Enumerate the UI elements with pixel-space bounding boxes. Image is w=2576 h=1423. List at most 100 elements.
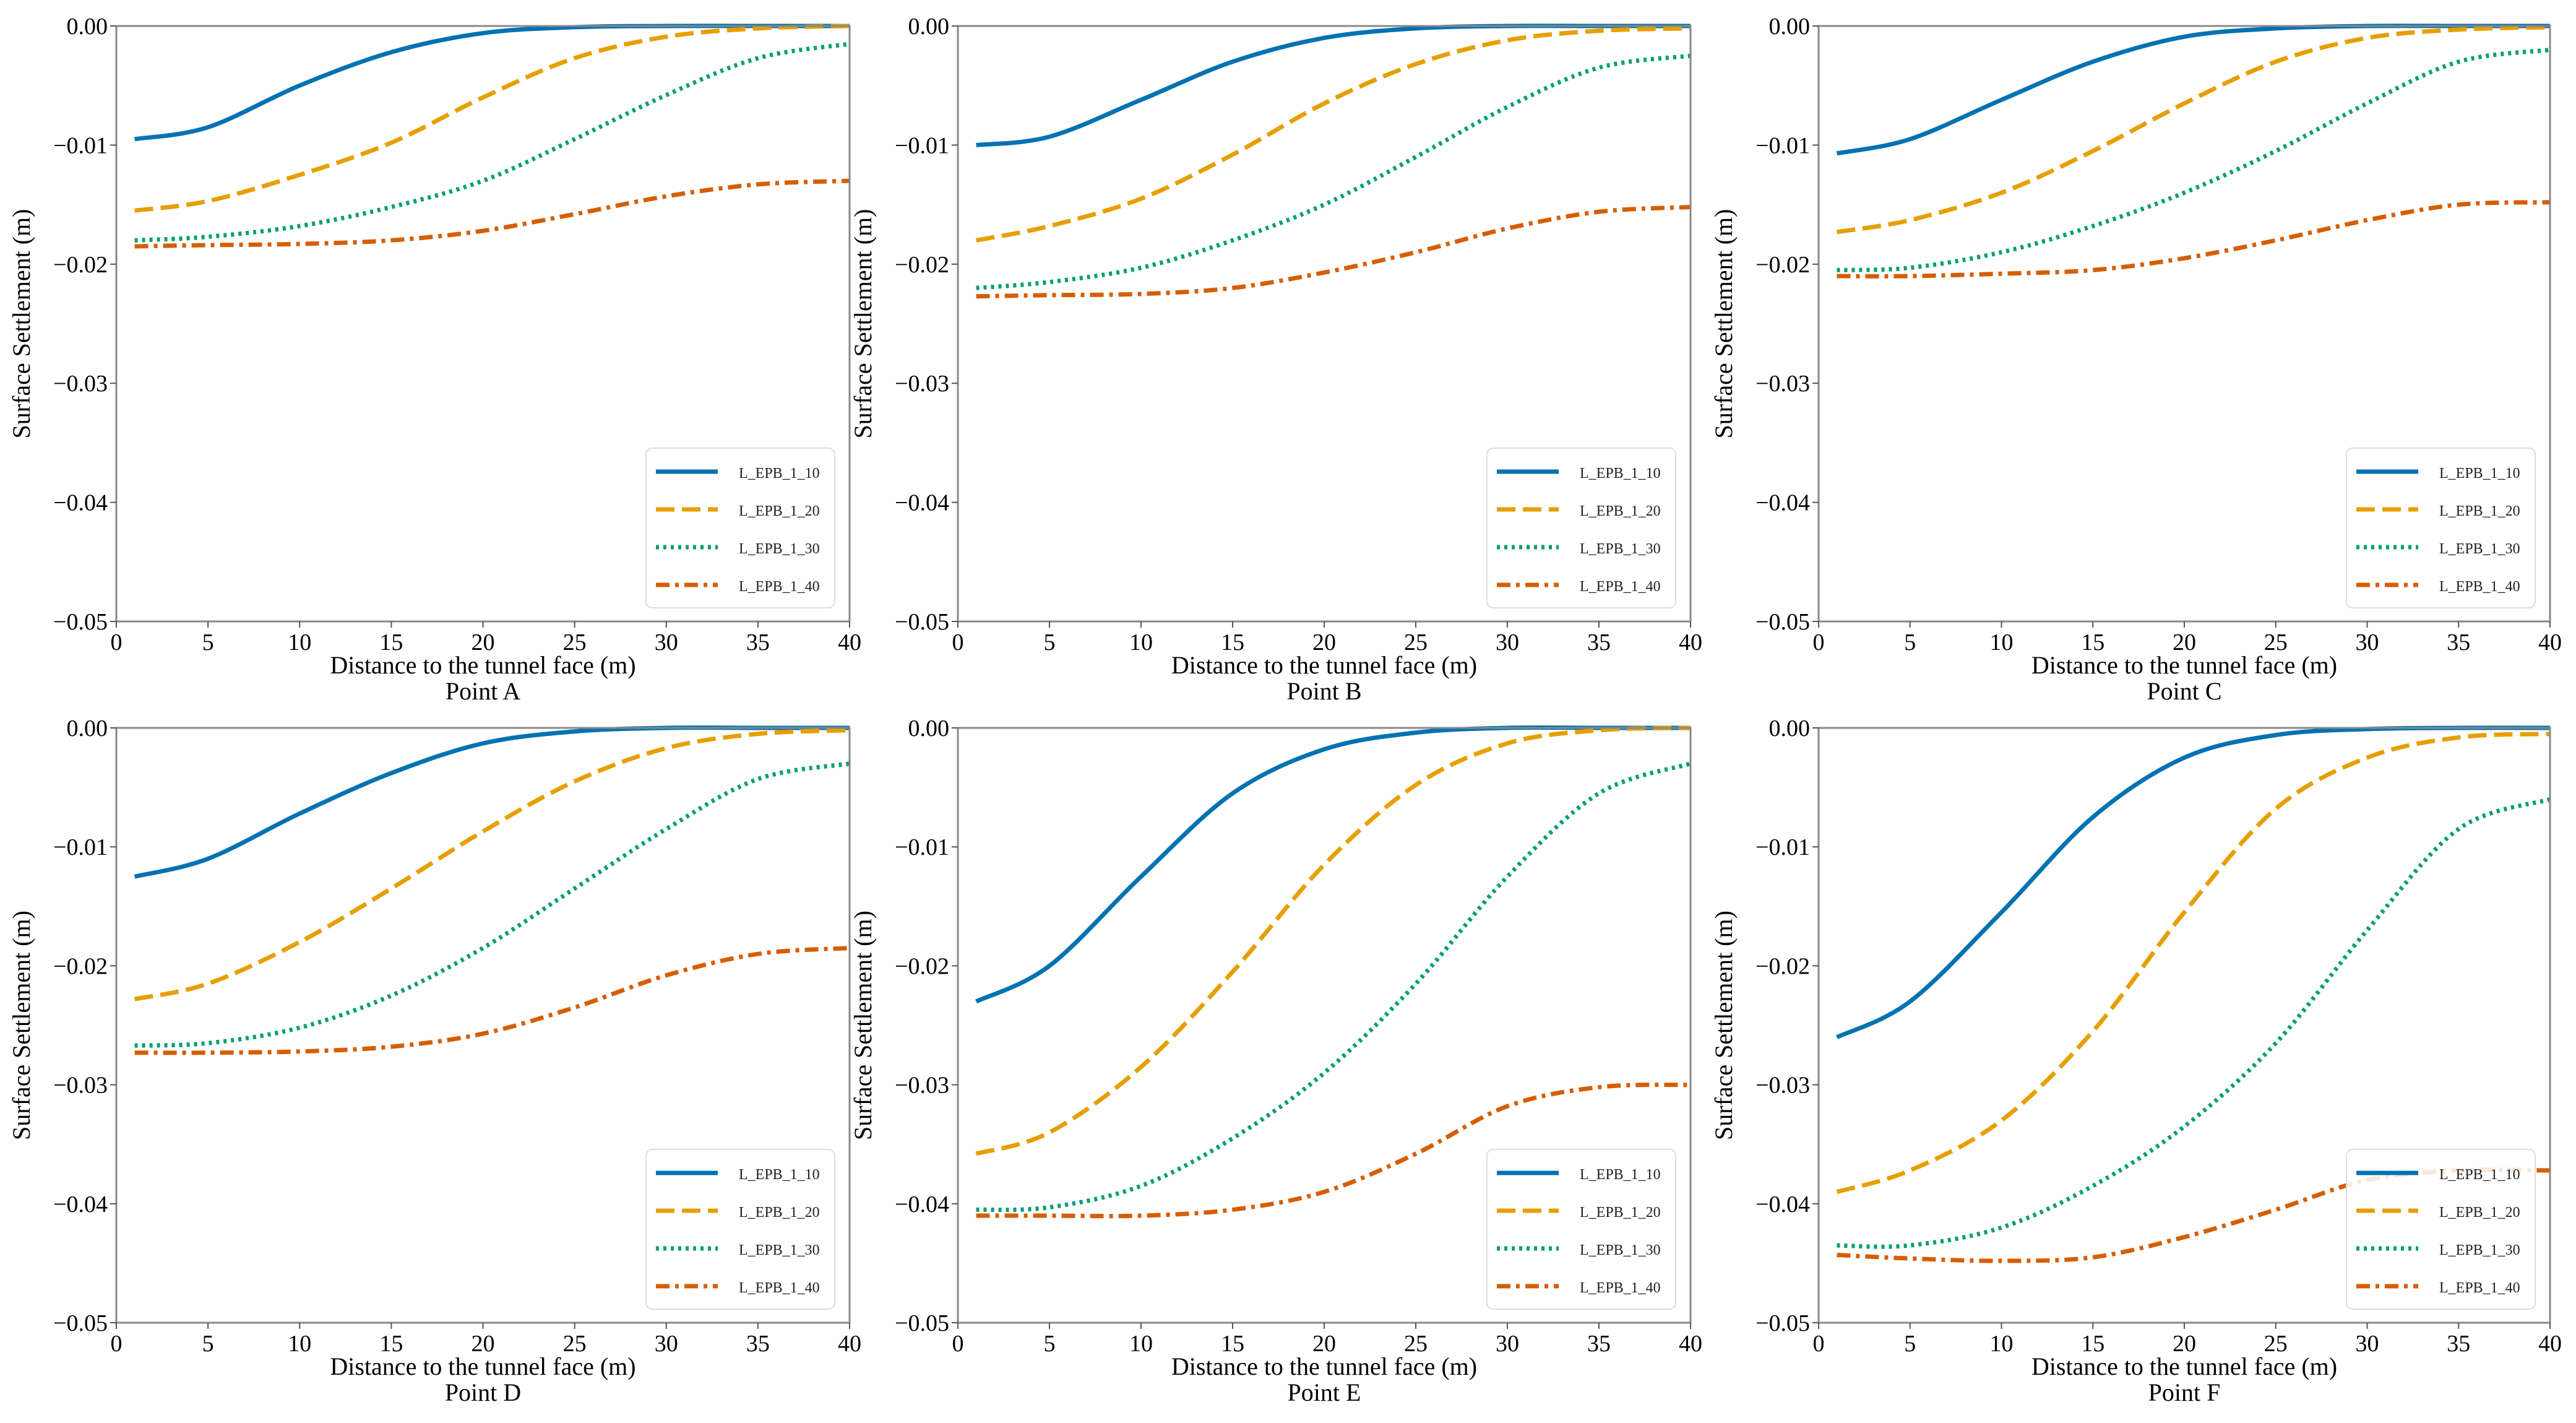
legend-label: L_EPB_1_40 [739, 579, 820, 595]
legend-box [645, 1149, 835, 1310]
series-line-l-epb-1-10 [976, 24, 1691, 147]
x-tick-label: 20 [1312, 629, 1336, 655]
x-tick-label: 40 [2538, 629, 2562, 655]
legend: L_EPB_1_10 L_EPB_1_20 L_EPB_1_30 L_EPB_1_40 [2346, 1149, 2536, 1310]
x-tick-label: 15 [379, 629, 403, 655]
series-line-l-epb-1-30 [134, 41, 850, 243]
x-tick-label: 10 [1129, 1331, 1153, 1357]
x-tick-label: 20 [472, 1331, 495, 1357]
y-tick-label: −0.04 [895, 1192, 949, 1218]
series-line-l-epb-1-30 [134, 761, 850, 1048]
x-tick-label: 35 [1587, 629, 1611, 655]
y-tick-label: −0.04 [53, 490, 108, 516]
legend-label: L_EPB_1_10 [2439, 465, 2520, 482]
x-tick-label: 5 [1044, 629, 1056, 655]
series-line-l-epb-1-20 [134, 24, 850, 213]
legend-box [2346, 448, 2536, 608]
x-tick-label: 10 [1990, 1331, 2014, 1357]
x-tick-label: 5 [202, 1331, 214, 1357]
series-line-l-epb-1-20 [975, 725, 1691, 1156]
x-tick-label: 30 [2356, 1331, 2379, 1357]
legend-label: L_EPB_1_10 [739, 465, 820, 482]
y-tick-label: 0.00 [67, 14, 108, 40]
legend-label: L_EPB_1_30 [739, 541, 820, 557]
x-tick-label: 20 [472, 629, 495, 655]
y-tick-label: −0.01 [1755, 834, 1810, 860]
x-tick-label: 10 [288, 1331, 311, 1357]
y-tick-label: 0.00 [908, 716, 950, 742]
series-line-l-epb-1-30 [976, 761, 1692, 1213]
y-axis-label: Surface Settlement (m) [7, 209, 35, 439]
legend: L_EPB_1_10 L_EPB_1_20 L_EPB_1_30 L_EPB_1_40 [2346, 448, 2536, 608]
x-tick-label: 40 [2538, 1331, 2562, 1357]
panel-title: Point F [2148, 1378, 2221, 1406]
series-line-l-epb-1-40 [134, 946, 850, 1055]
chart-panel-point-c: 0 5 10 15 20 25 30 35 40 0.00 −0.01 −0.02 −0.03 −0.04… [1710, 14, 2562, 705]
x-axis-label: Distance to the tunnel face (m) [1171, 651, 1477, 679]
x-tick-label: 0 [111, 629, 123, 655]
legend-box [645, 448, 835, 608]
series-line-l-epb-1-10 [134, 725, 850, 879]
y-tick-label: −0.01 [53, 132, 108, 158]
x-tick-label: 30 [655, 1331, 678, 1357]
panel-title: Point D [445, 1378, 521, 1406]
y-tick-label: −0.01 [895, 834, 949, 860]
y-tick-label: −0.05 [895, 1310, 949, 1336]
x-tick-label: 35 [2447, 629, 2470, 655]
y-tick-label: −0.02 [1755, 252, 1810, 278]
y-tick-label: −0.03 [1755, 1073, 1810, 1099]
legend-box [1486, 1149, 1676, 1310]
legend-label: L_EPB_1_10 [2439, 1167, 2520, 1183]
chart-panel-point-a: 0 5 10 15 20 25 30 35 40 0.00 −0.01 −0.02 −0.03 −0.04… [7, 14, 861, 705]
x-tick-label: 40 [1679, 629, 1702, 655]
series-line-l-epb-1-40 [134, 178, 850, 249]
x-axis-label: Distance to the tunnel face (m) [1171, 1352, 1477, 1380]
panel-title: Point E [1288, 1378, 1361, 1406]
y-tick-label: 0.00 [1769, 716, 1811, 742]
x-tick-label: 0 [111, 1331, 123, 1357]
y-tick-label: −0.04 [1755, 490, 1810, 516]
series-line-l-epb-1-20 [975, 26, 1691, 243]
y-tick-label: −0.03 [1755, 371, 1810, 397]
legend-label: L_EPB_1_20 [739, 1205, 820, 1221]
series-line-l-epb-1-30 [976, 53, 1691, 290]
legend-label: L_EPB_1_20 [1580, 503, 1661, 519]
x-tick-label: 30 [655, 629, 678, 655]
legend-label: L_EPB_1_20 [2439, 503, 2520, 519]
legend-label: L_EPB_1_20 [2439, 1205, 2520, 1221]
legend-label: L_EPB_1_10 [1580, 465, 1661, 482]
legend-label: L_EPB_1_40 [2439, 579, 2520, 595]
legend: L_EPB_1_10 L_EPB_1_20 L_EPB_1_30 L_EPB_1_40 [1486, 448, 1676, 608]
x-tick-label: 20 [1312, 1331, 1336, 1357]
x-tick-label: 30 [2356, 629, 2379, 655]
y-tick-label: 0.00 [67, 716, 108, 742]
series-line-l-epb-1-20 [1836, 732, 2551, 1194]
series-line-l-epb-1-30 [1837, 48, 2551, 272]
y-tick-label: −0.03 [895, 1073, 949, 1099]
x-tick-label: 30 [1496, 1331, 1519, 1357]
y-tick-label: −0.02 [53, 953, 108, 979]
x-tick-label: 25 [2264, 1331, 2288, 1357]
legend-label: L_EPB_1_30 [1580, 541, 1661, 557]
x-tick-label: 35 [746, 629, 770, 655]
x-axis-label: Distance to the tunnel face (m) [330, 651, 635, 679]
y-tick-label: −0.02 [895, 252, 949, 278]
x-tick-label: 5 [1904, 629, 1916, 655]
y-tick-label: −0.04 [1755, 1192, 1810, 1218]
x-tick-label: 10 [1990, 629, 2014, 655]
legend-label: L_EPB_1_30 [1580, 1242, 1661, 1258]
x-tick-label: 0 [952, 629, 964, 655]
x-tick-label: 35 [1587, 1331, 1611, 1357]
x-tick-label: 25 [563, 1331, 587, 1357]
y-tick-label: −0.03 [895, 371, 949, 397]
legend-label: L_EPB_1_40 [1580, 1280, 1661, 1296]
y-tick-label: −0.03 [53, 371, 108, 397]
series-line-l-epb-1-40 [976, 204, 1691, 299]
y-tick-label: −0.03 [53, 1073, 108, 1099]
x-tick-label: 25 [1404, 1331, 1428, 1357]
x-tick-label: 5 [1044, 1331, 1056, 1357]
y-tick-label: −0.02 [53, 252, 108, 278]
series-line-l-epb-1-20 [1836, 25, 2551, 235]
y-tick-label: −0.02 [895, 953, 949, 979]
legend-label: L_EPB_1_30 [2439, 541, 2520, 557]
